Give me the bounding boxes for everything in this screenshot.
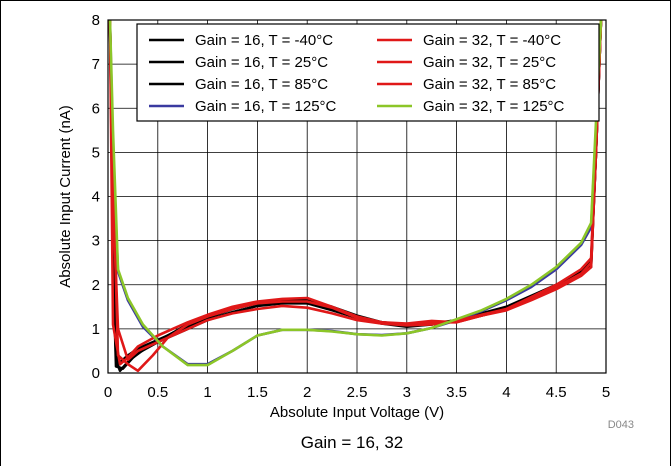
legend-label: Gain = 16, T = -40°C [195, 32, 333, 49]
plot-area-border [107, 19, 607, 374]
legend-label: Gain = 32, T = 85°C [423, 76, 556, 93]
x-tick-label: 3 [403, 384, 411, 401]
legend-box [136, 23, 600, 122]
y-tick-label: 6 [92, 100, 100, 117]
legend-label: Gain = 16, T = 85°C [195, 76, 328, 93]
x-tick-label: 1.5 [247, 384, 268, 401]
figure-border-top [0, 0, 671, 1]
x-tick-label: 4.5 [546, 384, 567, 401]
x-tick-label: 4 [502, 384, 510, 401]
tick-labels: 0 0.5 1 1.5 2 2.5 3 3.5 4 4.5 5 0 1 2 3 4 5 6 7 8 [92, 12, 611, 401]
legend-label: Gain = 16, T = 25°C [195, 54, 328, 71]
x-tick-label: 0 [104, 384, 112, 401]
legend-label: Gain = 16, T = 125°C [195, 98, 337, 115]
x-tick-label: 2 [303, 384, 311, 401]
figure-border-left [0, 0, 1, 466]
x-tick-label: 0.5 [147, 384, 168, 401]
figure-code: D043 [608, 419, 634, 431]
x-tick-label: 2.5 [347, 384, 368, 401]
legend-label: Gain = 32, T = 125°C [423, 98, 565, 115]
y-tick-label: 2 [92, 277, 100, 294]
legend: Gain = 16, T = -40°C Gain = 16, T = 25°C G… [136, 23, 600, 122]
y-tick-label: 7 [92, 56, 100, 73]
figure-caption: Gain = 16, 32 [301, 433, 404, 452]
series-line [108, 20, 603, 367]
x-tick-label: 3.5 [446, 384, 467, 401]
y-tick-label: 4 [92, 189, 100, 206]
series-line [108, 20, 603, 373]
y-tick-label: 5 [92, 144, 100, 161]
y-tick-label: 1 [92, 321, 100, 338]
y-axis-label: Absolute Input Current (nA) [57, 105, 74, 288]
x-tick-label: 5 [602, 384, 610, 401]
x-tick-label: 1 [203, 384, 211, 401]
legend-label: Gain = 32, T = -40°C [423, 32, 561, 49]
y-tick-label: 0 [92, 365, 100, 382]
series-line [108, 20, 603, 362]
series-lines [108, 20, 603, 373]
legend-items: Gain = 16, T = -40°C Gain = 16, T = 25°C G… [149, 32, 565, 115]
x-axis-label: Absolute Input Voltage (V) [270, 404, 444, 421]
y-tick-label: 3 [92, 233, 100, 250]
y-tick-label: 8 [92, 12, 100, 29]
legend-label: Gain = 32, T = 25°C [423, 54, 556, 71]
